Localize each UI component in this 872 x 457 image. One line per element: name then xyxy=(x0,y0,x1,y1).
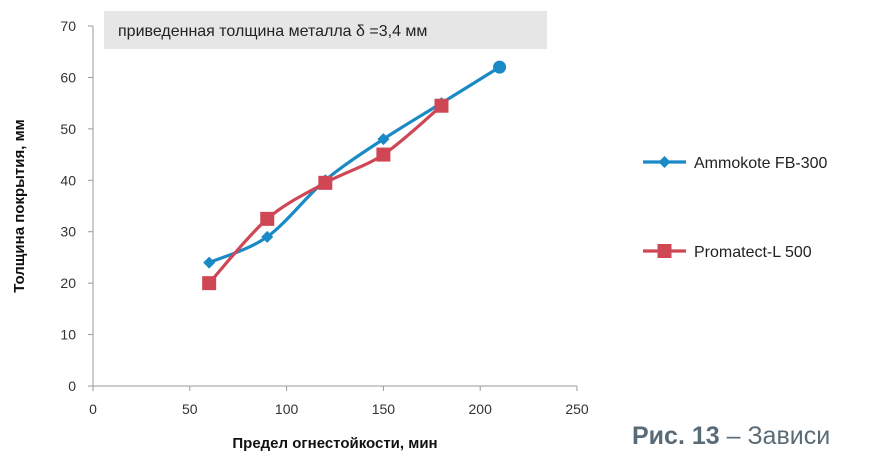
data-point xyxy=(434,98,449,113)
legend-marker xyxy=(658,156,671,168)
legend-label: Promatect-L 500 xyxy=(694,244,812,261)
legend: Ammokote FB-300 Promatect-L 500 xyxy=(643,155,827,261)
data-point xyxy=(203,256,216,269)
data-point xyxy=(493,60,507,74)
legend-label: Ammokote FB-300 xyxy=(694,155,827,172)
x-tick-label: 0 xyxy=(89,401,97,417)
figure-caption-text: – Зависи xyxy=(719,422,831,450)
x-tick-label: 100 xyxy=(275,401,299,417)
series-2 xyxy=(202,98,449,291)
figure-caption-label: Рис. 13 xyxy=(632,422,720,450)
plot-area: приведенная толщина металла δ =3,4 мм 0 1… xyxy=(60,11,589,417)
y-tick-label: 60 xyxy=(60,69,76,85)
x-axis-title: Предел огнестойкости, мин xyxy=(232,435,437,452)
data-point xyxy=(318,175,333,190)
series-line xyxy=(207,104,444,285)
y-tick-label: 10 xyxy=(60,327,76,343)
y-tick-label: 0 xyxy=(68,378,76,394)
legend-item: Promatect-L 500 xyxy=(643,244,812,261)
y-tick-label: 50 xyxy=(60,121,76,137)
x-axis-ticks: 0 50 100 150 200 250 xyxy=(89,386,589,417)
data-point xyxy=(376,147,391,162)
x-tick-label: 200 xyxy=(469,401,493,417)
annotation-box xyxy=(104,11,547,49)
legend-item: Ammokote FB-300 xyxy=(643,155,827,172)
figure-caption: Рис. 13 – Зависи xyxy=(632,422,830,451)
legend-marker xyxy=(657,244,672,258)
y-tick-label: 40 xyxy=(60,172,76,188)
x-tick-label: 250 xyxy=(565,401,589,417)
data-point xyxy=(260,211,275,226)
series-layer xyxy=(202,60,507,291)
y-axis-ticks: 0 10 20 30 40 50 60 70 xyxy=(60,18,93,394)
data-point xyxy=(202,276,217,291)
y-tick-label: 20 xyxy=(60,275,76,291)
x-tick-label: 150 xyxy=(372,401,396,417)
y-axis-title: Толщина покрытия, мм xyxy=(11,119,28,293)
data-point xyxy=(377,133,390,146)
y-tick-label: 30 xyxy=(60,224,76,240)
x-tick-label: 50 xyxy=(182,401,198,417)
y-tick-label: 70 xyxy=(60,18,76,34)
data-point xyxy=(261,230,274,243)
annotation-text: приведенная толщина металла δ =3,4 мм xyxy=(118,23,427,40)
